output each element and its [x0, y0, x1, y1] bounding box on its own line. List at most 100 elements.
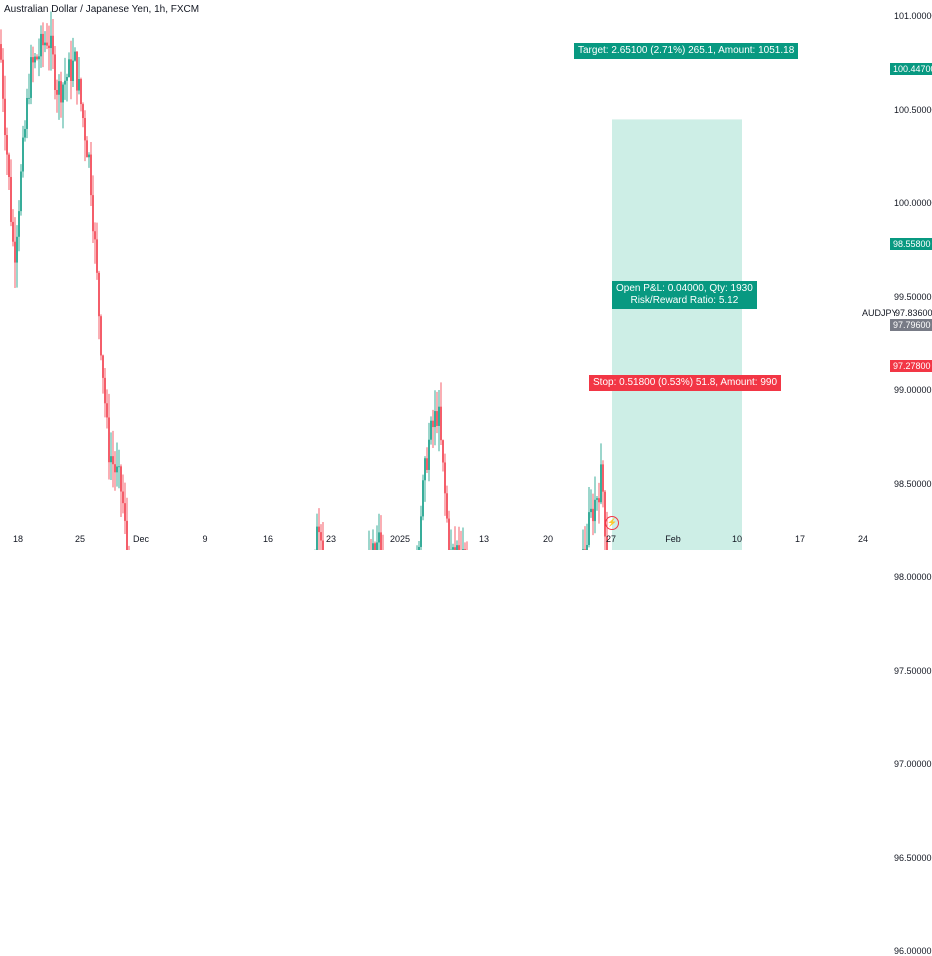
candle-body	[104, 378, 106, 403]
price-chart[interactable]	[0, 0, 932, 550]
candle-body	[316, 527, 318, 550]
candle-body	[594, 500, 596, 521]
candle-body	[372, 543, 374, 550]
candle-body	[318, 527, 320, 533]
candle-body	[54, 54, 56, 90]
candle-body	[426, 458, 428, 470]
candle-body	[74, 52, 76, 61]
candle-body	[322, 541, 324, 550]
price-tick-label: 97.00000	[894, 759, 932, 769]
price-axis[interactable]	[862, 0, 932, 530]
time-tick-label: Dec	[133, 534, 149, 544]
symbol-price-label: 97.83600	[895, 308, 932, 318]
open-pnl-text: Open P&L: 0.04000, Qty: 1930	[616, 283, 753, 295]
candle-body	[16, 237, 18, 263]
candle-body	[434, 411, 436, 427]
stop-label[interactable]: Stop: 0.51800 (0.53%) 51.8, Amount: 990	[589, 375, 781, 391]
target-price-badge: 100.44700	[890, 63, 932, 75]
candle-body	[592, 509, 594, 521]
candle-body	[602, 464, 604, 491]
candle-body	[122, 492, 124, 504]
candle-body	[6, 135, 8, 155]
price-tick-label: 96.00000	[894, 946, 932, 956]
candle-body	[600, 464, 602, 502]
candle-body	[4, 99, 6, 135]
price-tick-label: 99.50000	[894, 292, 932, 302]
lightning-icon[interactable]: ⚡	[605, 516, 619, 530]
candle-body	[90, 155, 92, 196]
candle-body	[46, 43, 48, 46]
price-tick-label: 100.50000	[894, 105, 932, 115]
candle-body	[88, 155, 90, 158]
candle-body	[438, 407, 440, 426]
target-label[interactable]: Target: 2.65100 (2.71%) 265.1, Amount: 1…	[574, 43, 798, 59]
candle-body	[32, 57, 34, 62]
candle-body	[34, 57, 36, 63]
candle-body	[604, 492, 606, 537]
candle-body	[84, 118, 86, 140]
candle-body	[596, 498, 598, 500]
candle-body	[376, 542, 378, 550]
candle-body	[588, 512, 590, 545]
candle-body	[66, 77, 68, 81]
candle-body	[60, 81, 62, 102]
candle-body	[48, 46, 50, 48]
candle-body	[76, 52, 78, 91]
candle-body	[320, 532, 322, 540]
candle-body	[442, 440, 444, 462]
price-tick-label: 100.00000	[894, 198, 932, 208]
candle-body	[448, 519, 450, 550]
candle-body	[86, 140, 88, 157]
time-tick-label: 2025	[390, 534, 410, 544]
candle-body	[452, 547, 454, 550]
candle-body	[598, 498, 600, 502]
candle-body	[30, 57, 32, 98]
candle-body	[430, 421, 432, 440]
time-tick-label: 20	[543, 534, 553, 544]
candle-body	[12, 222, 14, 242]
candle-body	[120, 466, 122, 491]
time-tick-label: 16	[263, 534, 273, 544]
candle-body	[458, 545, 460, 550]
risk-reward-text: Risk/Reward Ratio: 5.12	[616, 295, 753, 307]
candle-body	[18, 211, 20, 237]
candle-body	[112, 456, 114, 464]
candle-body	[44, 43, 46, 46]
entry-price-badge: 98.55800	[890, 238, 932, 250]
time-tick-label: Feb	[665, 534, 681, 544]
candle-body	[0, 44, 2, 60]
candle-body	[590, 509, 592, 512]
time-tick-label: 27	[606, 534, 616, 544]
candle-body	[40, 34, 42, 56]
candle-body	[96, 239, 98, 272]
candle-body	[68, 59, 70, 77]
symbol-label: AUDJPY	[862, 308, 898, 318]
candle-body	[420, 516, 422, 547]
time-tick-label: 17	[795, 534, 805, 544]
candle-body	[378, 532, 380, 542]
candle-body	[436, 411, 438, 426]
candle-body	[98, 273, 100, 316]
candle-body	[94, 231, 96, 239]
time-tick-label: 23	[326, 534, 336, 544]
stop-price-badge: 97.27800	[890, 360, 932, 372]
candle-body	[428, 440, 430, 470]
candle-body	[14, 242, 16, 263]
candle-body	[28, 98, 30, 99]
candle-body	[124, 503, 126, 521]
profit-zone[interactable]	[612, 119, 742, 550]
candle-body	[108, 417, 110, 462]
chart-area[interactable]: Australian Dollar / Japanese Yen, 1h, FX…	[0, 0, 932, 550]
candle-body	[72, 61, 74, 81]
price-tick-label: 98.00000	[894, 572, 932, 582]
price-tick-label: 97.50000	[894, 666, 932, 676]
candle-body	[456, 545, 458, 550]
candle-body	[2, 60, 4, 99]
time-tick-label: 18	[13, 534, 23, 544]
open-pnl-label[interactable]: Open P&L: 0.04000, Qty: 1930 Risk/Reward…	[612, 281, 757, 309]
candle-body	[70, 59, 72, 81]
candle-body	[22, 138, 24, 172]
candle-body	[52, 36, 54, 55]
candle-body	[58, 81, 60, 95]
candle-body	[432, 421, 434, 427]
